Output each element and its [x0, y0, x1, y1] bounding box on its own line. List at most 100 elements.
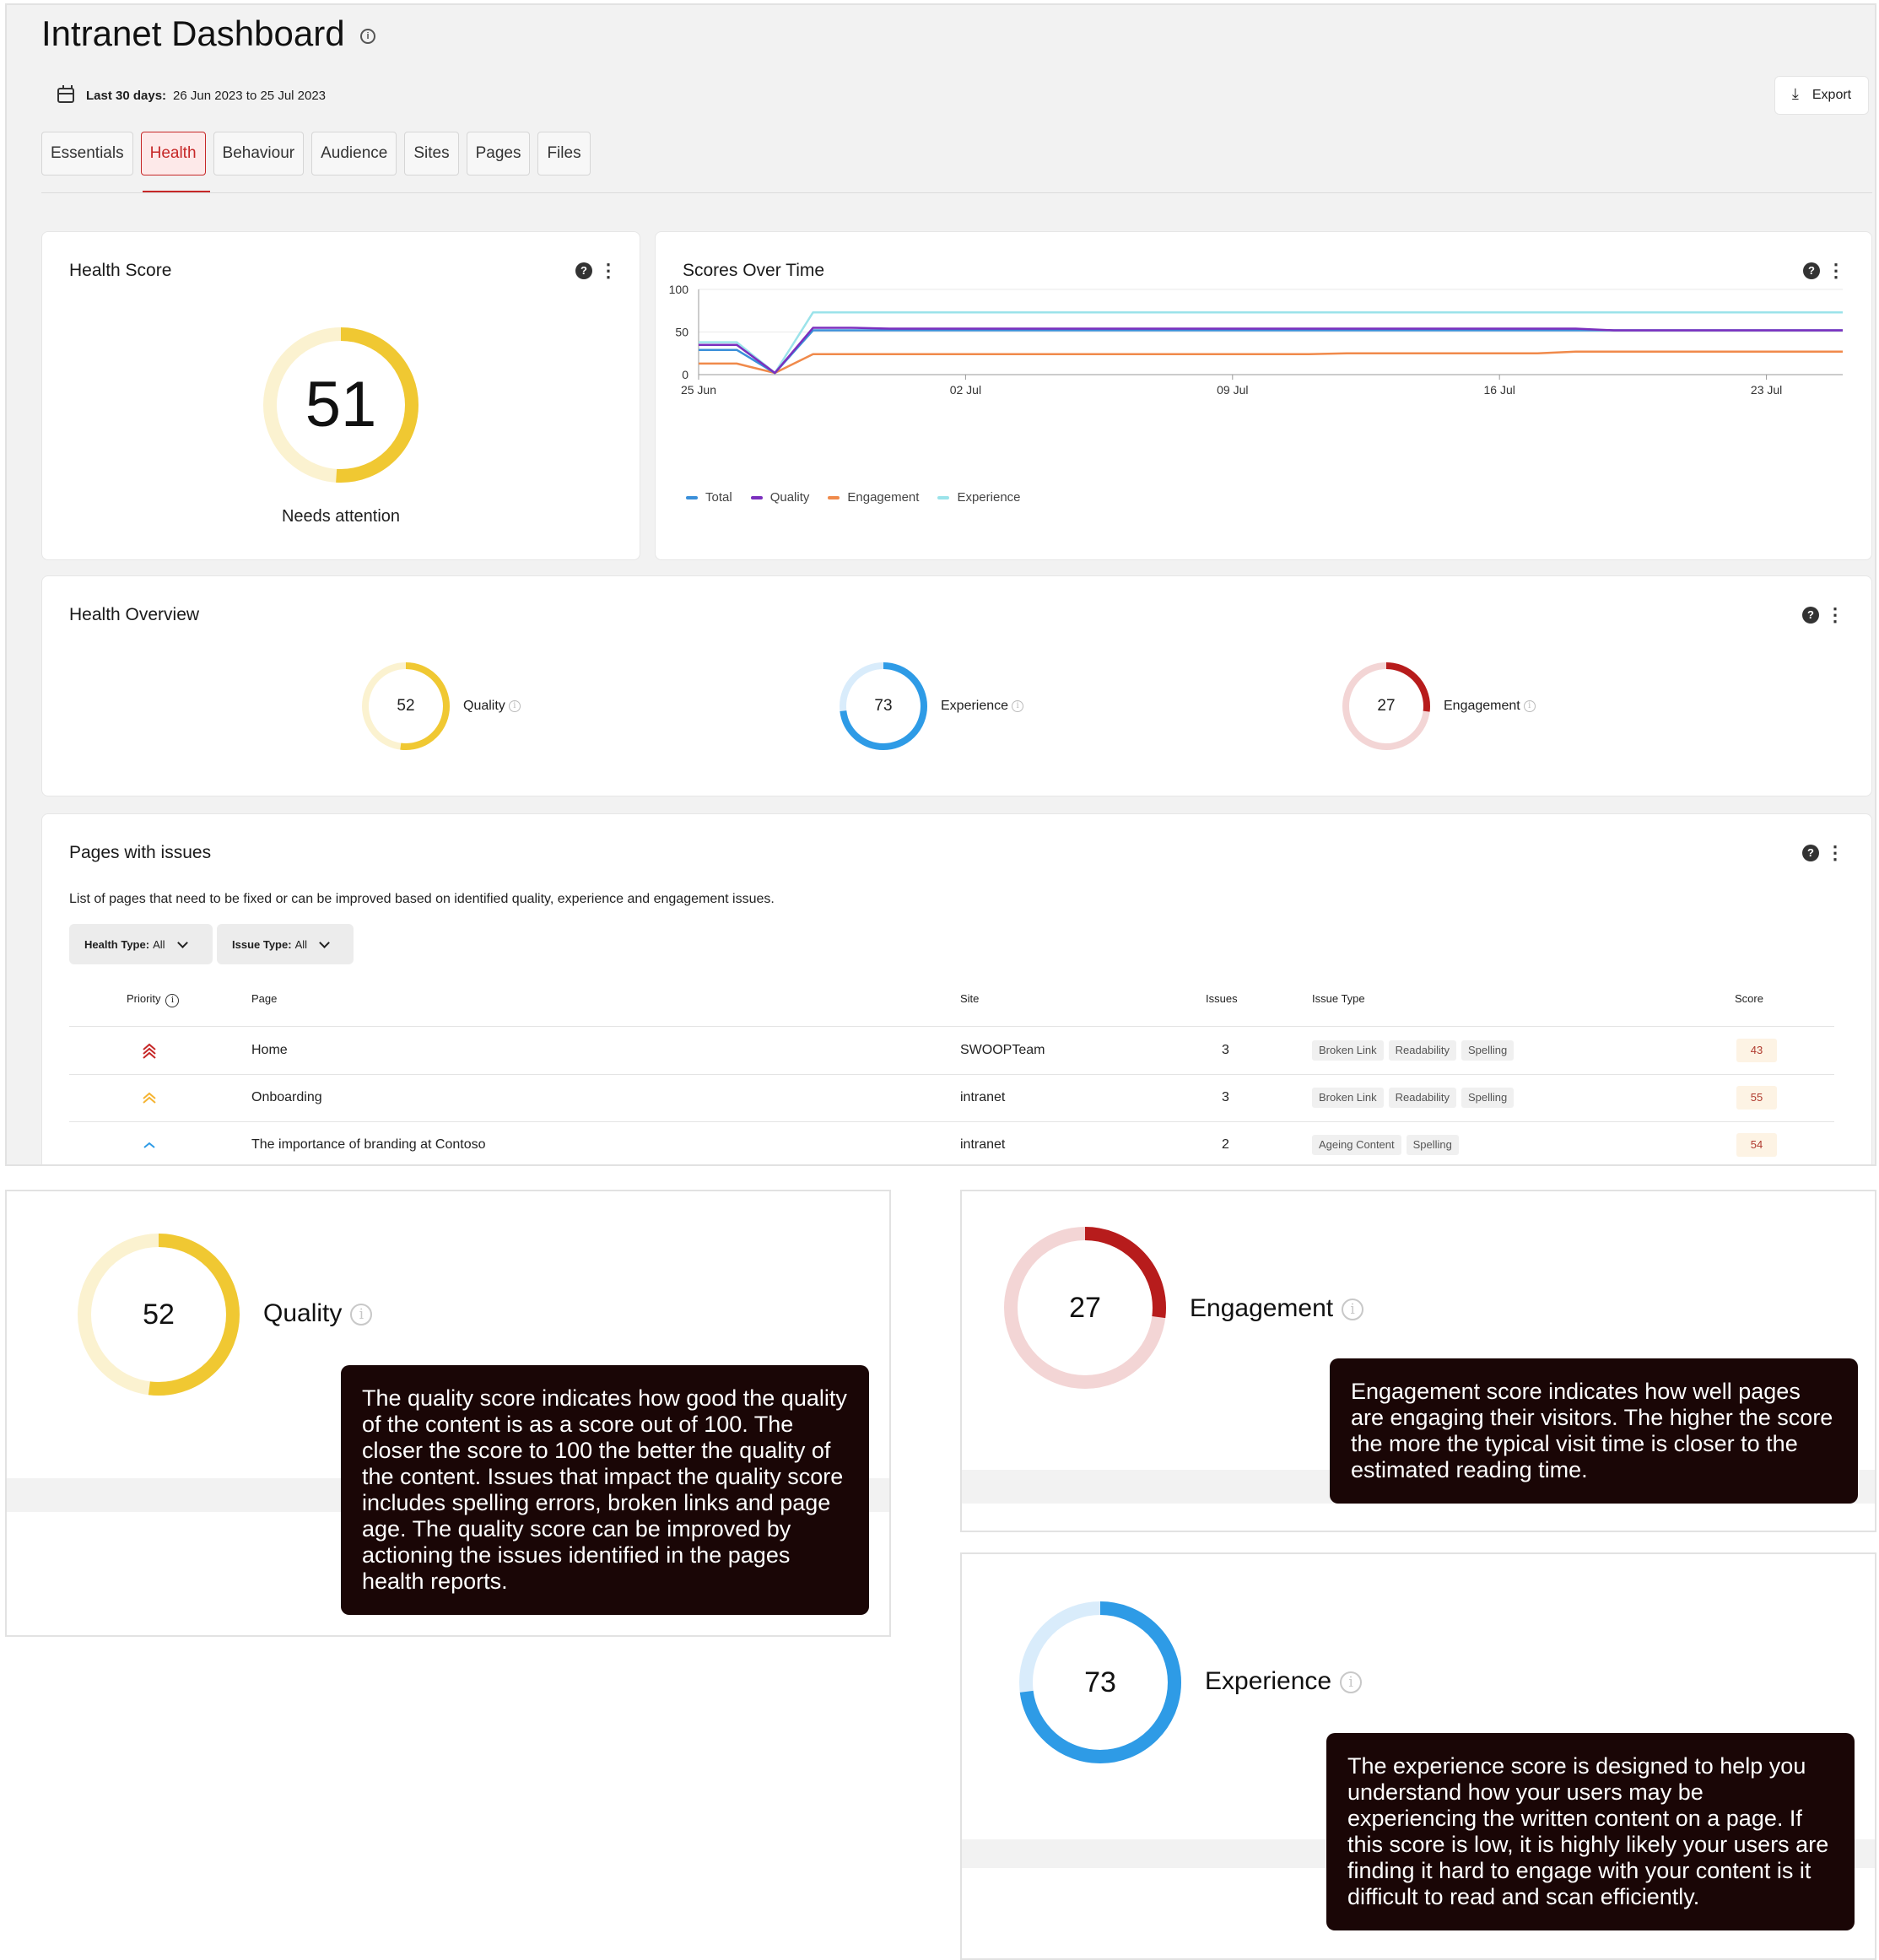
export-button[interactable]: Export: [1774, 76, 1869, 115]
kebab-menu-icon[interactable]: ⋮: [1827, 260, 1845, 281]
page-name[interactable]: Home: [251, 1043, 288, 1057]
kebab-menu-icon[interactable]: ⋮: [1826, 842, 1844, 863]
help-icon[interactable]: ?: [1802, 607, 1819, 624]
column-header-issues[interactable]: Issues: [1206, 992, 1238, 1005]
table-divider: [69, 1026, 1834, 1027]
dashboard: Intranet Dashboard i Last 30 days: 26 Ju…: [5, 3, 1876, 1166]
table-row[interactable]: Home SWOOPTeam 3 Broken Link Readability S…: [69, 1027, 1834, 1074]
help-icon[interactable]: ?: [575, 262, 592, 279]
scores-over-time-card: Scores Over Time ? ⋮ 0 50 100 25 Jun 02 Jul 0…: [655, 231, 1872, 560]
legend-item-engagement[interactable]: Engagement: [828, 490, 919, 505]
table-divider: [69, 1074, 1834, 1075]
engagement-label: Engagement i: [1444, 699, 1536, 714]
score-badge: 43: [1736, 1038, 1777, 1062]
info-icon[interactable]: i: [508, 699, 521, 712]
series-line-quality[interactable]: [699, 327, 1843, 375]
column-header-page[interactable]: Page: [251, 992, 278, 1005]
tab-behaviour[interactable]: Behaviour: [213, 132, 305, 175]
legend-label: Total: [705, 490, 732, 505]
column-header-site[interactable]: Site: [960, 992, 980, 1005]
health-score-gauge: [263, 327, 418, 483]
series-line-engagement[interactable]: [699, 350, 1843, 375]
priority-icon: [143, 1092, 156, 1104]
experience-zoom-label-text: Experience: [1205, 1667, 1332, 1695]
health-score-value: 51: [305, 369, 377, 440]
engagement-zoom-label: Engagement i: [1190, 1294, 1364, 1323]
tab-files[interactable]: Files: [537, 132, 591, 175]
help-icon[interactable]: ?: [1803, 262, 1820, 279]
column-header-priority[interactable]: Priority i: [127, 992, 180, 1007]
title-info-icon[interactable]: i: [360, 29, 375, 44]
download-icon: [1792, 85, 1806, 103]
page-name[interactable]: Onboarding: [251, 1090, 322, 1104]
experience-zoom-gauge: [1019, 1601, 1181, 1763]
date-range[interactable]: Last 30 days: 26 Jun 2023 to 25 Jul 2023: [57, 85, 326, 103]
column-header-score[interactable]: Score: [1735, 992, 1763, 1005]
quality-value: 52: [397, 697, 415, 715]
legend-item-experience[interactable]: Experience: [937, 490, 1021, 505]
experience-gauge: [840, 662, 927, 750]
overview-engagement[interactable]: 27 Engagement i: [1341, 661, 1536, 752]
legend-swatch: [828, 495, 840, 499]
pages-with-issues-description: List of pages that need to be fixed or c…: [69, 892, 775, 906]
calendar-icon: [57, 85, 74, 103]
issue-type-filter[interactable]: Issue Type: All: [217, 924, 354, 964]
gauge-arc: [1342, 662, 1430, 750]
legend-item-quality[interactable]: Quality: [750, 490, 810, 505]
engagement-label-text: Engagement: [1444, 699, 1520, 713]
experience-zoom-value: 73: [1084, 1666, 1116, 1698]
tab-audience[interactable]: Audience: [311, 132, 397, 175]
legend-item-total[interactable]: Total: [686, 490, 732, 505]
active-tab-indicator: [143, 191, 210, 192]
engagement-gauge: [1342, 662, 1430, 750]
issue-types: Broken Link Readability Spelling: [1312, 1027, 1519, 1074]
site-name: intranet: [960, 1137, 1006, 1152]
column-header-issue-type[interactable]: Issue Type: [1312, 992, 1365, 1005]
site-name: intranet: [960, 1090, 1006, 1104]
gauge-arc: [78, 1234, 240, 1396]
kebab-menu-icon[interactable]: ⋮: [599, 260, 618, 281]
legend-swatch: [937, 495, 950, 499]
pages-with-issues-card: Pages with issues ? ⋮ List of pages that…: [41, 813, 1872, 1164]
help-icon[interactable]: ?: [1802, 845, 1819, 861]
page-title: Intranet Dashboard: [41, 13, 345, 53]
info-icon[interactable]: i: [1523, 699, 1536, 712]
chevron-down-icon: [176, 937, 188, 948]
health-type-filter[interactable]: Health Type: All: [69, 924, 213, 964]
tab-pages[interactable]: Pages: [466, 132, 531, 175]
pages-with-issues-title: Pages with issues: [69, 843, 212, 862]
page-name[interactable]: The importance of branding at Contoso: [251, 1137, 486, 1152]
kebab-menu-icon[interactable]: ⋮: [1826, 604, 1844, 625]
export-label: Export: [1812, 88, 1852, 102]
overview-quality[interactable]: 52 Quality i: [360, 661, 521, 752]
table-divider: [69, 1121, 1834, 1122]
engagement-zoom-label-text: Engagement: [1190, 1294, 1334, 1322]
health-score-status: Needs attention: [281, 507, 401, 526]
y-tick-label: 0: [682, 368, 688, 381]
info-icon[interactable]: i: [350, 1304, 373, 1326]
filter-value: All: [153, 937, 165, 951]
info-icon[interactable]: i: [1340, 1671, 1363, 1694]
info-icon[interactable]: i: [1342, 1299, 1364, 1321]
tab-essentials[interactable]: Essentials: [41, 132, 133, 175]
quality-zoom-gauge: [78, 1234, 240, 1396]
quality-gauge: [362, 662, 450, 750]
issue-types: Ageing Content Spelling: [1312, 1121, 1464, 1164]
series-line-experience[interactable]: [699, 311, 1843, 375]
tab-sites[interactable]: Sites: [404, 132, 459, 175]
x-tick-label: 09 Jul: [1217, 383, 1248, 397]
table-row[interactable]: The importance of branding at Contoso in…: [69, 1121, 1834, 1164]
filter-value: All: [294, 937, 308, 951]
legend-label: Quality: [769, 490, 810, 505]
info-icon[interactable]: i: [1012, 699, 1024, 712]
tab-health[interactable]: Health: [140, 132, 206, 175]
score-cell: 43: [1736, 1027, 1777, 1074]
y-tick-label: 50: [675, 326, 688, 339]
issue-chip: Readability: [1388, 1087, 1456, 1108]
gauge-arc: [840, 662, 927, 750]
overview-experience[interactable]: 73 Experience i: [838, 661, 1024, 752]
x-tick-label: 02 Jul: [950, 383, 981, 397]
info-icon[interactable]: i: [165, 994, 180, 1007]
health-score-title: Health Score: [69, 261, 172, 280]
table-row[interactable]: Onboarding intranet 3 Broken Link Readabi…: [69, 1074, 1834, 1121]
